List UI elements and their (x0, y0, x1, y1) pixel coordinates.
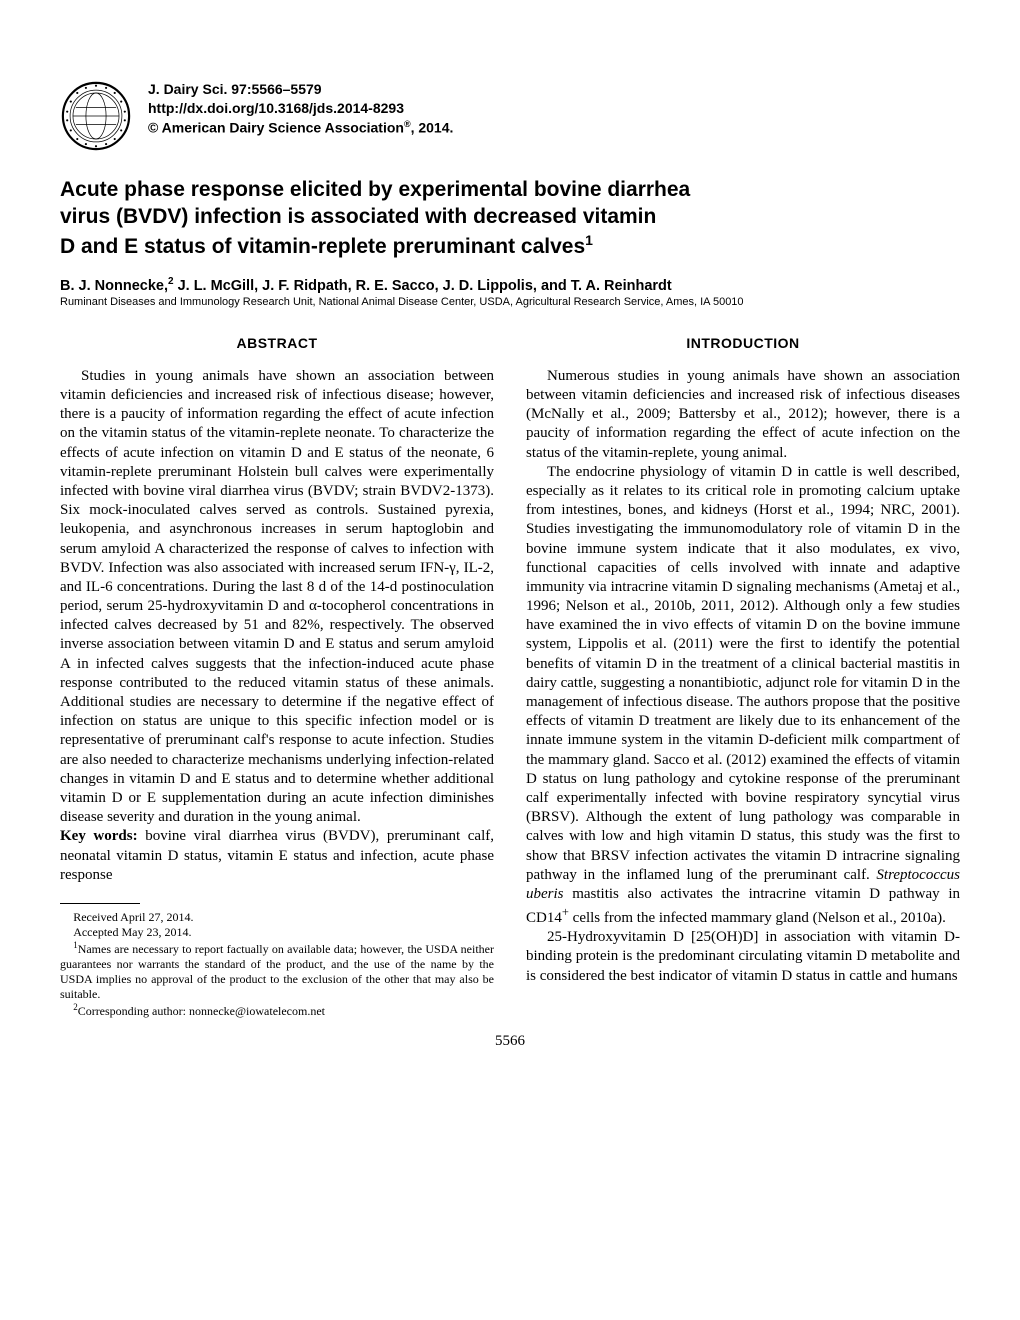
footnote-rule (60, 903, 140, 904)
intro-heading: INTRODUCTION (526, 335, 960, 353)
journal-page: J. Dairy Sci. 97:5566–5579 http://dx.doi… (0, 0, 1020, 1090)
page-number: 5566 (60, 1033, 960, 1050)
left-column: ABSTRACT Studies in young animals have s… (60, 335, 494, 1019)
footnote-1: 1Names are necessary to report factually… (60, 940, 494, 1002)
author-list: B. J. Nonnecke,2 J. L. McGill, J. F. Rid… (60, 276, 960, 294)
footnote-2: 2Corresponding author: nonnecke@iowatele… (60, 1002, 494, 1019)
journal-info: J. Dairy Sci. 97:5566–5579 http://dx.doi… (148, 80, 453, 137)
intro-p1: Numerous studies in young animals have s… (526, 367, 960, 463)
journal-header: J. Dairy Sci. 97:5566–5579 http://dx.doi… (60, 80, 960, 152)
abstract-heading: ABSTRACT (60, 335, 494, 353)
intro-p2: The endocrine physiology of vitamin D in… (526, 463, 960, 929)
received-date: Received April 27, 2014. (60, 910, 494, 925)
journal-doi: http://dx.doi.org/10.3168/jds.2014-8293 (148, 99, 453, 118)
footnotes: Received April 27, 2014. Accepted May 23… (60, 910, 494, 1019)
right-column: INTRODUCTION Numerous studies in young a… (526, 335, 960, 1019)
kw-label: Key words: (60, 828, 138, 844)
journal-copyright: © American Dairy Science Association®, 2… (148, 118, 453, 138)
intro-p3: 25-Hydroxyvitamin D [25(OH)D] in associa… (526, 928, 960, 986)
two-column-body: ABSTRACT Studies in young animals have s… (60, 335, 960, 1019)
abstract-text: Studies in young animals have shown an a… (60, 367, 494, 828)
journal-citation: J. Dairy Sci. 97:5566–5579 (148, 80, 453, 99)
keywords: Key words: bovine viral diarrhea virus (… (60, 827, 494, 885)
journal-seal-icon (60, 80, 132, 152)
article-title: Acute phase response elicited by experim… (60, 176, 960, 260)
affiliation: Ruminant Diseases and Immunology Researc… (60, 296, 960, 309)
accepted-date: Accepted May 23, 2014. (60, 925, 494, 940)
